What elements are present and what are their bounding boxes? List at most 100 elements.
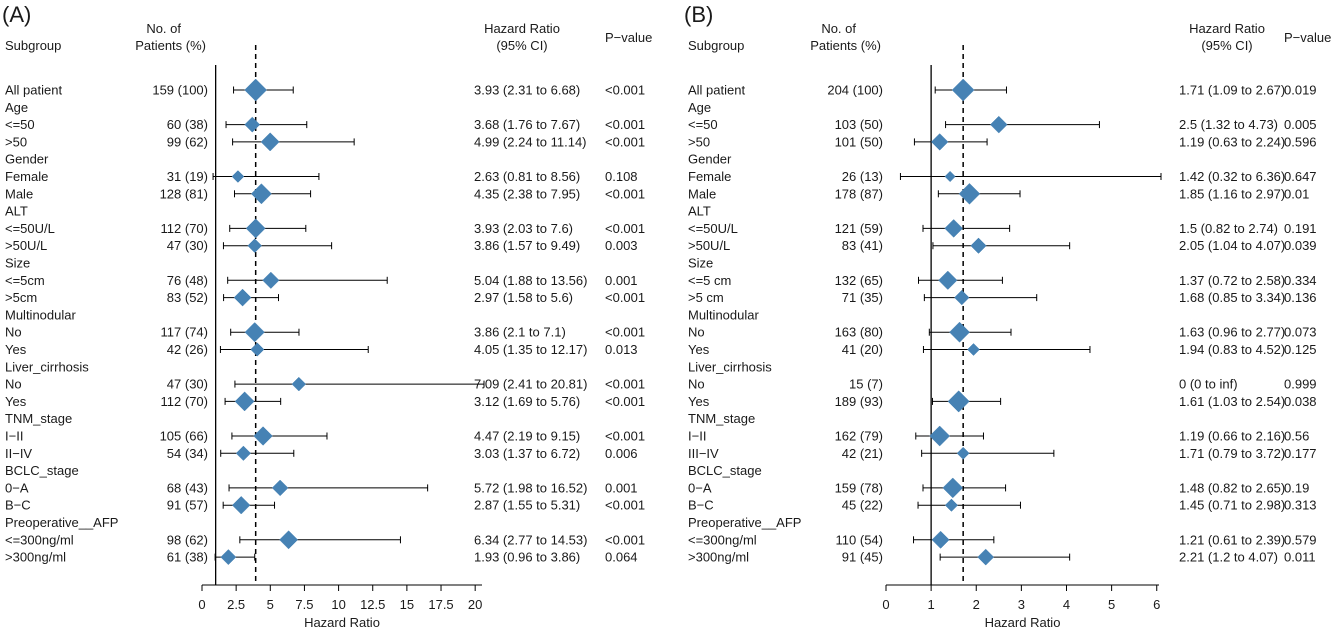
- p-value: 0.579: [1284, 532, 1317, 547]
- x-tick-label: 15: [400, 597, 414, 612]
- p-value: 0.334: [1284, 273, 1317, 288]
- subgroup-label: <=300ng/ml: [688, 532, 757, 547]
- subgroup-header: Liver_cirrhosis: [688, 359, 772, 374]
- subgroup-label: >50: [688, 134, 710, 149]
- patients-count: 117 (74): [161, 325, 208, 340]
- p-value: <0.001: [605, 134, 645, 149]
- hazard-ratio-ci: 2.97 (1.58 to 5.6): [474, 290, 573, 305]
- patients-count: 42 (21): [842, 446, 883, 461]
- subgroup-label: III−IV: [688, 446, 719, 461]
- p-value: 0.56: [1284, 429, 1309, 444]
- patients-count: 71 (35): [842, 290, 883, 305]
- p-value: 0.064: [605, 550, 638, 565]
- patients-count: 101 (50): [835, 134, 883, 149]
- p-value: <0.001: [605, 429, 645, 444]
- patients-count: 103 (50): [835, 117, 883, 132]
- subgroup-label: >300ng/ml: [688, 550, 749, 565]
- subgroup-label: II−IV: [5, 446, 32, 461]
- hr-diamond-marker: [970, 237, 987, 254]
- subgroup-label: >5cm: [5, 290, 37, 305]
- x-tick-label: 6: [1153, 597, 1160, 612]
- hazard-ratio-ci: 2.87 (1.55 to 5.31): [474, 498, 580, 513]
- hazard-ratio-ci: 1.85 (1.16 to 2.97): [1179, 186, 1285, 201]
- forest-panel-b: (B) Subgroup No. of Patients (%) Hazard Rati…: [684, 2, 1331, 630]
- header-ci: (95% CI): [496, 38, 547, 53]
- hazard-ratio-ci: 2.63 (0.81 to 8.56): [474, 169, 580, 184]
- subgroup-label: Yes: [688, 342, 710, 357]
- hazard-ratio-ci: 1.93 (0.96 to 3.86): [474, 550, 580, 565]
- hr-diamond-marker: [291, 376, 307, 392]
- p-value: <0.001: [605, 532, 645, 547]
- hazard-ratio-ci: 3.86 (2.1 to 7.1): [474, 325, 566, 340]
- hazard-ratio-ci: 2.05 (1.04 to 4.07): [1179, 238, 1285, 253]
- subgroup-header: Age: [688, 100, 711, 115]
- p-value: <0.001: [605, 117, 645, 132]
- p-value: 0.01: [1284, 186, 1309, 201]
- x-tick-label: 2.5: [227, 597, 245, 612]
- hr-diamond-marker: [938, 270, 958, 290]
- hr-diamond-marker: [958, 183, 981, 205]
- header-ci: (95% CI): [1201, 38, 1252, 53]
- subgroup-label: No: [5, 325, 22, 340]
- hazard-ratio-ci: 7.09 (2.41 to 20.81): [474, 377, 587, 392]
- hazard-ratio-ci: 3.03 (1.37 to 6.72): [474, 446, 580, 461]
- hazard-ratio-ci: 3.68 (1.76 to 7.67): [474, 117, 580, 132]
- subgroup-label: B−C: [5, 498, 31, 513]
- header-subgroup: Subgroup: [5, 38, 61, 53]
- patients-count: 159 (100): [152, 83, 208, 98]
- hr-diamond-marker: [977, 548, 995, 566]
- hr-diamond-marker: [944, 219, 963, 238]
- patients-count: 47 (30): [167, 238, 208, 253]
- p-value: <0.001: [605, 394, 645, 409]
- p-value: 0.647: [1284, 169, 1317, 184]
- subgroup-header: Size: [688, 256, 713, 271]
- p-value: 0.006: [605, 446, 638, 461]
- subgroup-label: >300ng/ml: [5, 550, 66, 565]
- hr-diamond-marker: [967, 343, 980, 356]
- hazard-ratio-ci: 4.47 (2.19 to 9.15): [474, 429, 580, 444]
- p-value: 0.191: [1284, 221, 1317, 236]
- x-tick-label: 5: [1108, 597, 1115, 612]
- subgroup-label: All patient: [5, 83, 62, 98]
- subgroup-label: I−II: [5, 429, 23, 444]
- patients-count: 162 (79): [835, 429, 883, 444]
- hr-diamond-marker: [244, 322, 265, 343]
- panel-letter: (A): [2, 2, 31, 27]
- p-value: 0.999: [1284, 377, 1317, 392]
- subgroup-header: Liver_cirrhosis: [5, 359, 89, 374]
- p-value: <0.001: [605, 325, 645, 340]
- hr-diamond-marker: [944, 498, 959, 512]
- hazard-ratio-ci: 1.19 (0.66 to 2.16): [1179, 429, 1285, 444]
- x-tick-label: 0: [198, 597, 205, 612]
- subgroup-header: BCLC_stage: [5, 463, 79, 478]
- patients-count: 105 (66): [160, 429, 208, 444]
- header-pvalue: P−value: [1284, 30, 1331, 45]
- patients-count: 163 (80): [835, 325, 883, 340]
- p-value: 0.125: [1284, 342, 1317, 357]
- subgroup-header: Preoperative__AFP: [5, 515, 118, 530]
- subgroup-header: Size: [5, 256, 30, 271]
- subgroup-label: No: [688, 325, 705, 340]
- p-value: 0.001: [605, 480, 638, 495]
- hazard-ratio-ci: 1.94 (0.83 to 4.52): [1179, 342, 1285, 357]
- subgroup-label: Female: [688, 169, 731, 184]
- p-value: 0.039: [1284, 238, 1317, 253]
- subgroup-header: Multinodular: [688, 307, 759, 322]
- hr-diamond-marker: [250, 183, 272, 205]
- patients-count: 45 (22): [842, 498, 883, 513]
- hazard-ratio-ci: 5.04 (1.88 to 13.56): [474, 273, 587, 288]
- subgroup-label: 0−A: [688, 480, 712, 495]
- hazard-ratio-ci: 3.93 (2.31 to 6.68): [474, 83, 580, 98]
- subgroup-label: Female: [5, 169, 48, 184]
- hr-diamond-marker: [949, 321, 970, 343]
- subgroup-header: Multinodular: [5, 307, 76, 322]
- hr-diamond-marker: [271, 479, 289, 497]
- patients-count: 42 (26): [167, 342, 208, 357]
- hr-diamond-marker: [942, 477, 964, 499]
- patients-count: 112 (70): [161, 394, 208, 409]
- subgroup-label: Yes: [688, 394, 710, 409]
- patients-count: 98 (62): [167, 532, 208, 547]
- patients-count: 91 (45): [842, 550, 883, 565]
- subgroup-label: All patient: [688, 83, 745, 98]
